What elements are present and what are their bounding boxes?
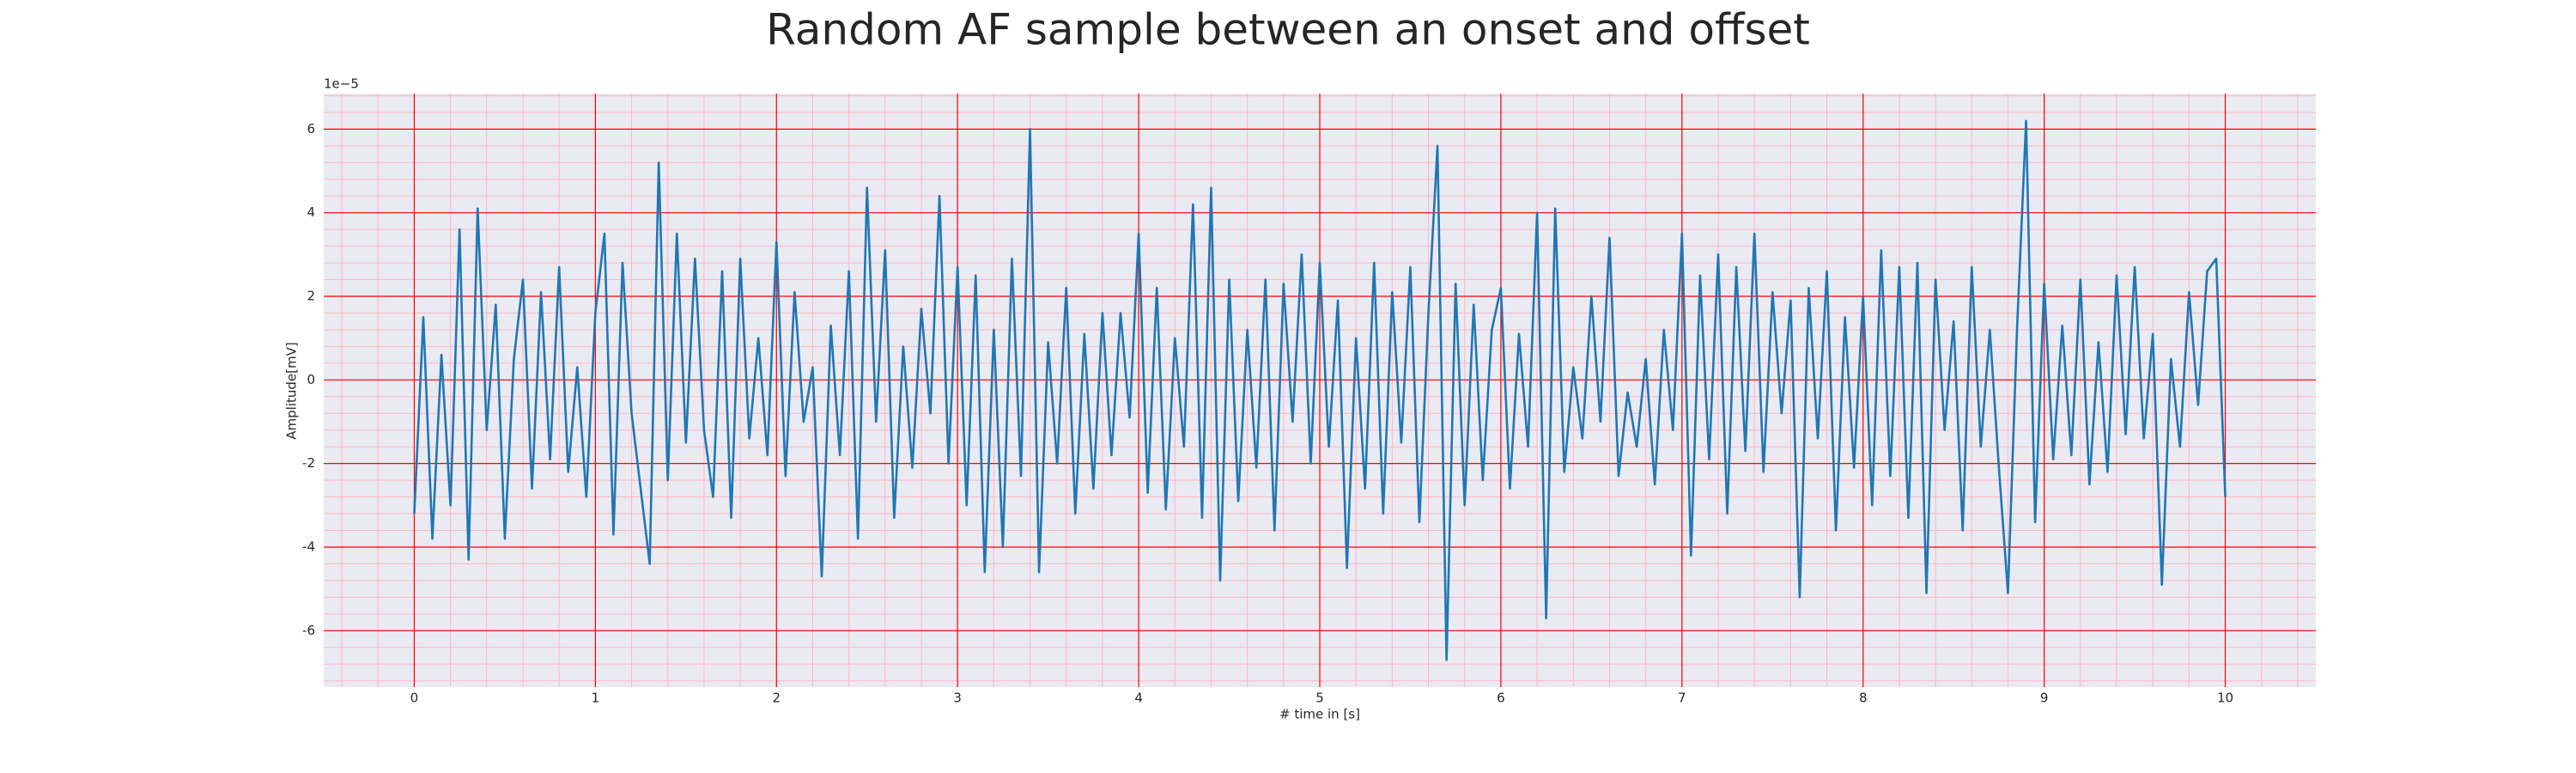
offset-text: 1e−5 [324, 76, 359, 92]
x-tick-label: 8 [1859, 691, 1868, 706]
x-tick-label: 9 [2040, 691, 2049, 706]
x-axis-label: # time in [s] [1279, 707, 1360, 722]
y-tick-label: -4 [302, 539, 315, 554]
y-tick-label: 4 [307, 204, 315, 220]
chart-title: Random AF sample between an onset and of… [766, 5, 1810, 55]
x-tick-label: 10 [2217, 691, 2233, 706]
x-tick-label: 5 [1315, 691, 1324, 706]
x-tick-label: 1 [592, 691, 600, 706]
y-tick-label: 0 [307, 372, 315, 387]
y-tick-label: -6 [302, 623, 315, 638]
data-line [413, 119, 2227, 661]
y-axis-label: Amplitude[mV] [284, 342, 300, 439]
x-tick-label: 6 [1497, 691, 1505, 706]
y-tick-label: 6 [307, 121, 315, 137]
x-tick-label: 4 [1134, 691, 1143, 706]
x-tick-label: 3 [953, 691, 962, 706]
x-tick-label: 0 [410, 691, 419, 706]
y-tick-label: -2 [302, 455, 315, 471]
x-tick-label: 2 [772, 691, 781, 706]
x-tick-label: 7 [1678, 691, 1686, 706]
y-tick-label: 2 [307, 289, 315, 304]
